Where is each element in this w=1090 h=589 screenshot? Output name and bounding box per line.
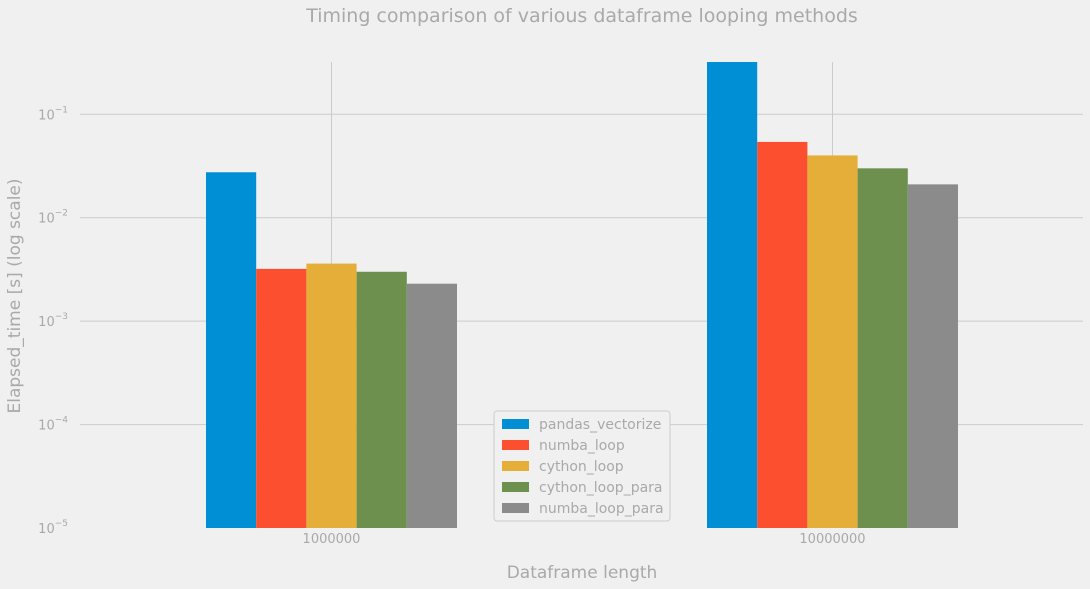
bar-cython_loop_para: [356, 271, 407, 528]
y-tick-label: 10−2: [38, 209, 68, 227]
legend-swatch: [502, 419, 529, 429]
x-tick-label: 1000000: [303, 532, 361, 547]
x-axis-ticks: 1000000 10000000: [303, 532, 866, 547]
legend-entry: cython_loop_para: [539, 480, 663, 496]
bar-numba_loop_para: [907, 184, 958, 528]
legend-swatch: [502, 482, 529, 492]
bar-numba_loop: [256, 268, 307, 528]
y-tick-label: 10−4: [38, 416, 68, 434]
bar-numba_loop: [757, 141, 808, 529]
x-tick-label: 10000000: [799, 532, 865, 547]
bars: [206, 62, 958, 529]
y-axis-ticks: 10−5 10−4 10−3 10−2 10−1: [38, 105, 68, 537]
legend-entry: numba_loop: [539, 438, 625, 454]
bar-numba_loop_para: [406, 283, 457, 528]
y-tick-label: 10−5: [38, 519, 68, 537]
bar-pandas_vectorize: [707, 62, 758, 528]
legend-entry: pandas_vectorize: [539, 417, 661, 433]
bar-pandas_vectorize: [206, 172, 257, 529]
bar-cython_loop: [306, 263, 357, 528]
chart-title: Timing comparison of various dataframe l…: [305, 5, 858, 27]
bar-cython_loop_para: [857, 168, 908, 528]
y-axis-label: Elapsed_time [s] (log scale): [5, 178, 25, 413]
legend-entry: numba_loop_para: [539, 501, 664, 517]
legend-swatch: [502, 461, 529, 471]
y-tick-label: 10−3: [38, 312, 68, 330]
bar-cython_loop: [807, 155, 858, 528]
legend-swatch: [502, 503, 529, 513]
legend-swatch: [502, 440, 529, 450]
legend-box: [493, 410, 671, 522]
legend-entry: cython_loop: [539, 459, 624, 475]
y-tick-label: 10−1: [38, 105, 68, 123]
legend: pandas_vectorize numba_loop cython_loopcyt…: [493, 410, 671, 522]
x-axis-label: Dataframe length: [507, 563, 658, 583]
